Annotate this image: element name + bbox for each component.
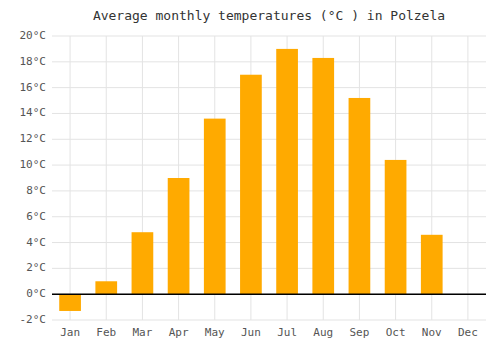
x-tick-label: Sep — [349, 326, 369, 339]
bar — [204, 119, 226, 295]
y-tick-label: -2°C — [20, 313, 47, 326]
y-tick-label: 0°C — [26, 287, 46, 300]
x-tick-label: Oct — [386, 326, 406, 339]
x-tick-label: Aug — [313, 326, 333, 339]
x-tick-label: Feb — [96, 326, 116, 339]
x-grid-line — [70, 36, 71, 320]
x-tick-label: Jun — [241, 326, 261, 339]
bar — [349, 98, 371, 294]
y-tick-label: 8°C — [26, 184, 46, 197]
x-tick-label: May — [205, 326, 225, 339]
bar — [276, 49, 298, 294]
y-tick-label: 6°C — [26, 210, 46, 223]
grid — [52, 36, 486, 320]
y-grid-line — [52, 113, 486, 114]
chart: -2°C 0°C 2°C 4°C 6°C 8°C 10°C 12°C 14°C 16°C 18°C 2… — [0, 0, 500, 350]
y-tick-label: 2°C — [26, 261, 46, 274]
x-tick-label: Dec — [458, 326, 478, 339]
y-tick-label: 4°C — [26, 236, 46, 249]
x-tick-label: Nov — [422, 326, 442, 339]
bar — [312, 58, 334, 294]
y-tick-label: 14°C — [20, 106, 47, 119]
x-tick-label: Jan — [60, 326, 80, 339]
y-tick-label: 20°C — [20, 29, 47, 42]
zero-line — [52, 293, 486, 295]
axes: -2°C 0°C 2°C 4°C 6°C 8°C 10°C 12°C 14°C 16°C 18°C 2… — [20, 29, 478, 339]
y-grid-line — [52, 216, 486, 217]
bar — [95, 281, 117, 294]
y-grid-line — [52, 320, 486, 321]
bar — [132, 232, 154, 294]
x-grid-line — [106, 36, 107, 320]
bar — [385, 160, 407, 294]
y-grid-line — [52, 61, 486, 62]
y-grid-line — [52, 36, 486, 37]
x-tick-label: Apr — [169, 326, 189, 339]
chart-root: -2°C 0°C 2°C 4°C 6°C 8°C 10°C 12°C 14°C 16°C 18°C 2… — [0, 0, 500, 350]
y-grid-line — [52, 294, 486, 295]
title: Average monthly temperatures (°C ) in Po… — [93, 8, 445, 23]
y-tick-label: 10°C — [20, 158, 47, 171]
x-grid-line — [467, 36, 468, 320]
y-tick-label: 12°C — [20, 132, 47, 145]
bars — [59, 49, 442, 311]
bar — [59, 294, 81, 311]
bar — [421, 235, 443, 294]
y-grid-line — [52, 87, 486, 88]
y-grid-line — [52, 139, 486, 140]
x-tick-label: Mar — [132, 326, 152, 339]
x-tick-label: Jul — [277, 326, 297, 339]
y-grid-line — [52, 190, 486, 191]
y-tick-label: 16°C — [20, 81, 47, 94]
y-grid-line — [52, 165, 486, 166]
bar — [240, 75, 262, 294]
bar — [168, 178, 190, 294]
y-tick-label: 18°C — [20, 55, 47, 68]
